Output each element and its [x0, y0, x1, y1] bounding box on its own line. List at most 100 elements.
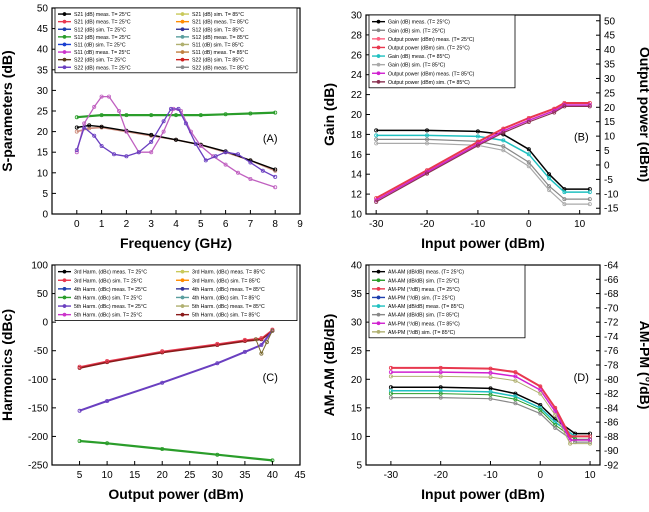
y2-axis-label: Output power (dBm) — [637, 47, 649, 182]
legend-entry: AM-AM (dB/dB) sim. (T= 85°C) — [388, 313, 460, 319]
data-point — [183, 121, 188, 126]
y2-tick-label: -72 — [604, 318, 619, 329]
y-tick-label: 20 — [351, 375, 363, 386]
y-tick-label: -100 — [28, 375, 48, 386]
y-tick-label: -200 — [28, 432, 48, 443]
data-point — [77, 438, 82, 443]
x-tick-label: -20 — [420, 219, 435, 230]
data-point — [273, 185, 278, 190]
data-point — [526, 147, 531, 152]
x-tick-label: 0 — [74, 219, 80, 230]
y2-tick-label: -10 — [604, 189, 619, 200]
data-point — [149, 132, 154, 137]
data-point — [92, 133, 97, 138]
data-point — [588, 441, 593, 446]
legend-marker — [180, 295, 185, 300]
y-tick-label: 26 — [351, 50, 363, 61]
x-tick-label: 15 — [129, 470, 141, 481]
data-point — [124, 129, 129, 134]
series-line-6 — [390, 375, 590, 445]
series-line-0 — [76, 111, 276, 119]
y2-tick-label: 30 — [604, 74, 616, 85]
data-point — [259, 351, 264, 356]
y-tick-label: 40 — [351, 261, 363, 272]
legend-entry: S22 (dB) meas. T= 25°C — [74, 65, 131, 71]
x-axis-label: Input power (dBm) — [421, 486, 545, 502]
data-point — [475, 129, 480, 134]
data-point — [74, 148, 79, 153]
legend-marker — [376, 312, 381, 317]
legend-marker — [376, 321, 381, 326]
y2-tick-label: 10 — [604, 132, 616, 143]
data-point — [215, 452, 220, 457]
data-point — [513, 397, 518, 402]
y-tick-label: 28 — [351, 30, 363, 41]
data-point — [99, 124, 104, 129]
legend-marker — [180, 34, 185, 39]
y-tick-label: 12 — [351, 190, 363, 201]
data-point — [526, 152, 531, 157]
legend-entry: AM-AM (dB/dB) meas. (T= 85°C) — [388, 304, 464, 310]
series-line-0 — [390, 386, 590, 435]
data-point — [488, 375, 493, 380]
data-point — [149, 113, 154, 118]
data-point — [501, 144, 506, 149]
x-tick-label: 10 — [102, 470, 114, 481]
x-tick-label: -20 — [433, 470, 448, 481]
data-point — [105, 398, 110, 403]
legend-entry: S22 (dB) sim. T= 25°C — [74, 58, 126, 64]
legend-marker — [62, 50, 67, 55]
data-point — [105, 358, 110, 363]
data-point — [117, 109, 122, 114]
series-group — [77, 327, 275, 463]
data-point — [374, 141, 379, 146]
legend-marker — [62, 312, 67, 317]
legend-entry: S21 (dB) meas. T= 25°C — [74, 20, 131, 26]
legend-marker — [180, 12, 185, 17]
y2-tick-label: -92 — [604, 461, 619, 472]
data-point — [124, 154, 129, 159]
data-point — [374, 199, 379, 204]
x-tick-label: -10 — [471, 219, 486, 230]
chart-panel-b: -30 -20 -10 0 10 10 12 14 16 18 20 22 24 26 28 30 -15 -10… — [321, 11, 649, 252]
legend-entry: S11 (dB) meas. T= 25°C — [74, 50, 130, 56]
series-line-3 — [76, 95, 276, 188]
series-line-4 — [76, 108, 276, 178]
x-tick-label: -30 — [384, 470, 399, 481]
data-point — [198, 113, 203, 118]
y-axis-label: Gain (dB) — [321, 83, 337, 146]
data-point — [424, 171, 429, 176]
x-tick-label: 4 — [173, 219, 179, 230]
x-tick-label: 10 — [584, 470, 596, 481]
y-tick-label: 14 — [351, 170, 363, 181]
data-point — [193, 141, 198, 146]
legend-marker — [180, 42, 185, 47]
data-point — [223, 112, 228, 117]
x-tick-label: 30 — [212, 470, 224, 481]
y-tick-label: 0 — [42, 318, 48, 329]
data-point — [388, 370, 393, 375]
series-group — [388, 365, 593, 446]
data-point — [273, 110, 278, 115]
data-point — [160, 349, 165, 354]
y-tick-label: 40 — [37, 45, 49, 56]
data-point — [213, 154, 218, 159]
data-point — [513, 401, 518, 406]
y-tick-label: 35 — [37, 65, 49, 76]
legend: Gain (dB) meas. (T= 25°C) Gain (dB) sim. … — [368, 14, 516, 89]
data-point — [388, 374, 393, 379]
data-point — [488, 366, 493, 371]
data-point — [149, 150, 154, 155]
x-tick-label: 8 — [272, 219, 278, 230]
data-point — [82, 125, 87, 130]
legend-entry: 5th Harm. (dBc) meas. T= 85°C — [192, 304, 265, 310]
panel-label: (B) — [574, 131, 589, 143]
legend-entry: Output power (dBm) meas. (T= 85°C) — [388, 71, 475, 77]
data-point — [424, 128, 429, 133]
legend-entry: S11 (dB) meas. T= 85°C — [192, 50, 248, 56]
legend-entry: 5th Harm. (dBc) sim. T= 85°C — [192, 313, 260, 319]
data-point — [87, 123, 92, 128]
data-point — [424, 141, 429, 146]
y-tick-label: 20 — [351, 110, 363, 121]
